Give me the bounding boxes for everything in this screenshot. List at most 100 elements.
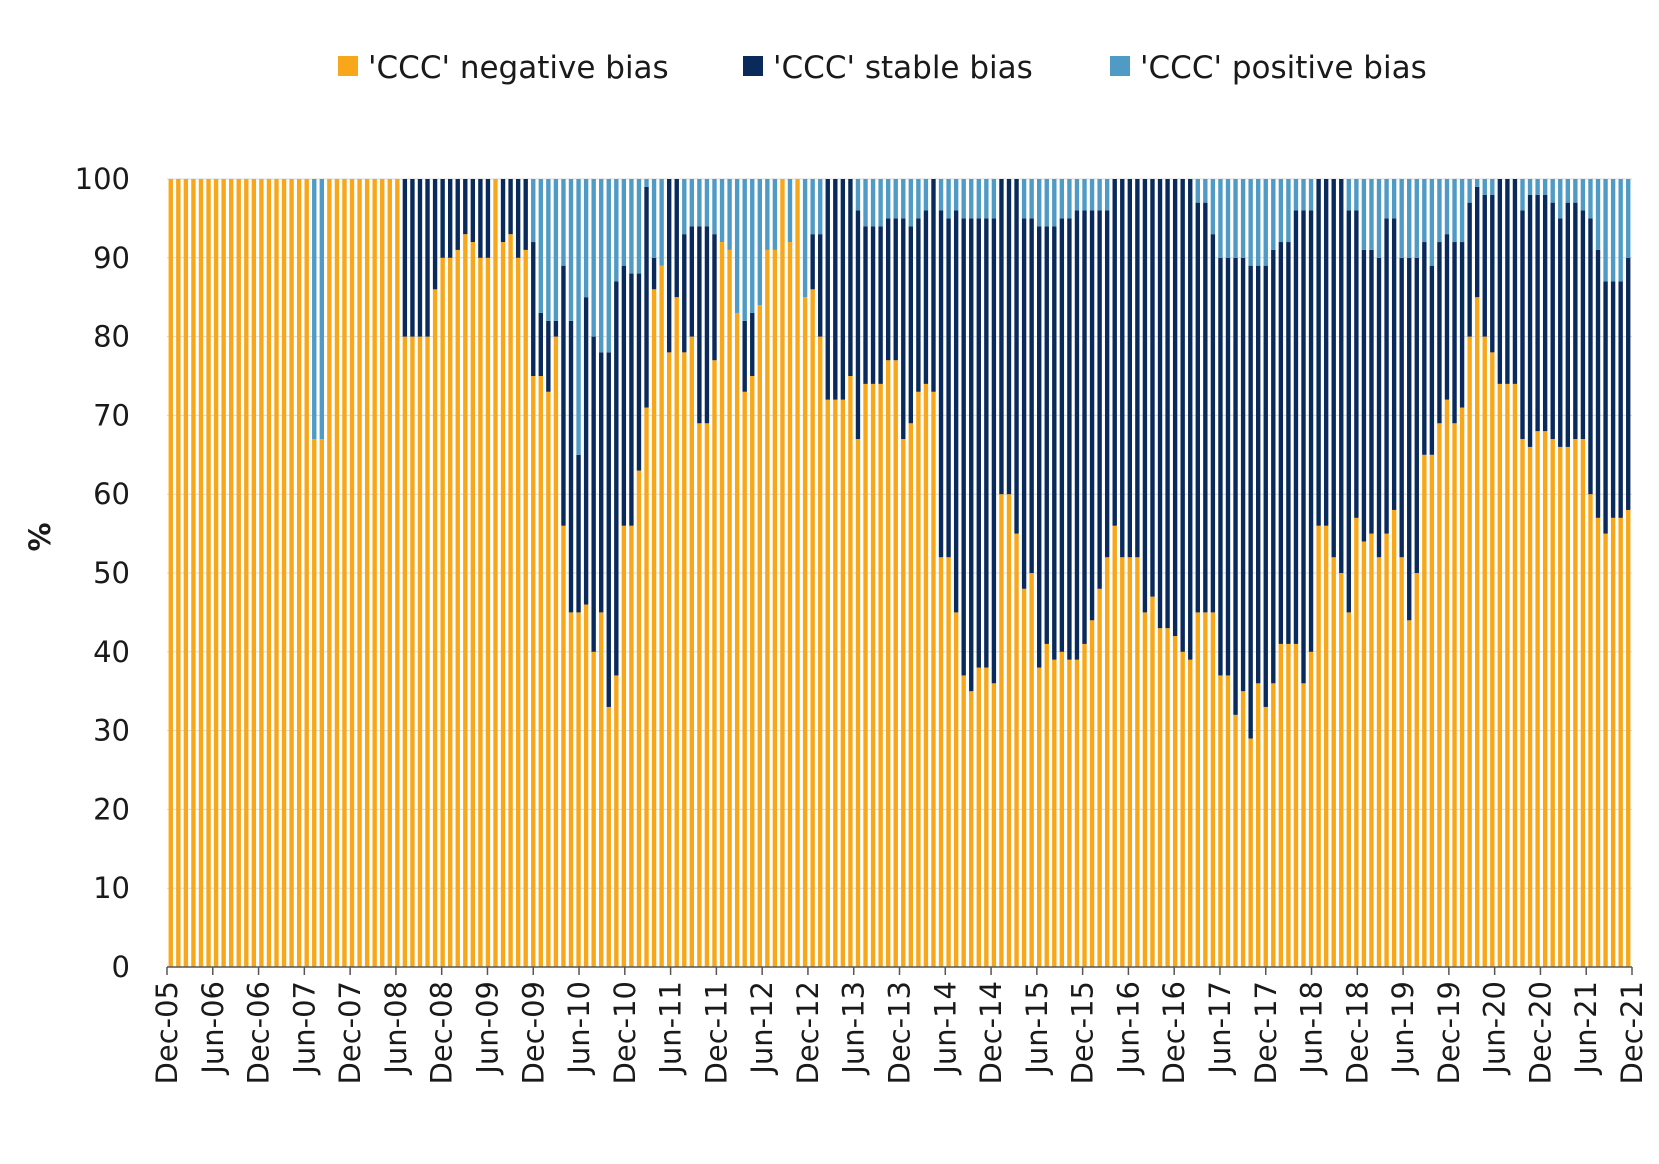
bar-0-53 — [568, 612, 574, 967]
bar-2-121 — [1082, 179, 1087, 211]
bar-0-21 — [327, 179, 332, 967]
bar-0-39 — [463, 234, 468, 967]
bar-2-80 — [772, 179, 778, 250]
bar-0-38 — [455, 249, 460, 968]
bar-1-125 — [1112, 179, 1117, 526]
y-axis-label: % — [23, 522, 57, 551]
bar-1-62 — [636, 273, 642, 471]
bar-0-86 — [818, 336, 823, 968]
bar-1-184 — [1558, 218, 1563, 447]
bar-1-120 — [1074, 210, 1080, 660]
bar-0-154 — [1331, 557, 1336, 967]
bar-0-94 — [878, 383, 883, 967]
bar-1-40 — [470, 179, 476, 243]
bar-0-130 — [1150, 596, 1155, 967]
bar-1-113 — [1021, 218, 1027, 589]
bar-0-117 — [1052, 659, 1057, 967]
bar-0-82 — [787, 242, 793, 968]
bar-1-36 — [440, 179, 445, 258]
bar-2-149 — [1293, 179, 1299, 211]
bar-2-65 — [659, 179, 664, 266]
bar-1-98 — [908, 226, 914, 424]
bar-0-3 — [191, 179, 196, 967]
bar-0-51 — [553, 336, 559, 968]
bar-1-133 — [1172, 179, 1178, 637]
bar-2-77 — [750, 179, 755, 313]
bar-0-61 — [629, 525, 634, 967]
bar-2-179 — [1520, 179, 1525, 211]
bar-1-137 — [1203, 202, 1208, 613]
bar-0-160 — [1376, 557, 1382, 967]
bar-1-164 — [1407, 257, 1412, 621]
bar-2-182 — [1542, 179, 1548, 195]
bar-0-134 — [1180, 651, 1185, 967]
bar-1-155 — [1339, 179, 1344, 573]
bar-0-99 — [916, 391, 921, 967]
bar-0-147 — [1278, 643, 1284, 967]
bar-0-69 — [689, 336, 695, 968]
bar-2-114 — [1029, 179, 1034, 219]
x-tick-label-10: Dec-10 — [608, 981, 642, 1084]
bar-1-165 — [1414, 257, 1419, 573]
bar-1-57 — [599, 352, 604, 613]
bar-1-127 — [1127, 179, 1133, 558]
bar-1-136 — [1195, 202, 1200, 613]
bar-0-174 — [1482, 336, 1487, 968]
bar-2-138 — [1210, 179, 1216, 235]
bar-1-122 — [1089, 210, 1095, 621]
bar-0-193 — [1626, 509, 1631, 967]
x-tick-label-20: Dec-15 — [1066, 981, 1100, 1084]
bar-0-43 — [493, 179, 498, 967]
bar-0-131 — [1157, 628, 1163, 967]
bar-0-108 — [984, 667, 989, 967]
bar-2-166 — [1422, 179, 1427, 243]
bar-1-124 — [1104, 210, 1110, 558]
bar-1-59 — [614, 281, 619, 676]
bar-1-163 — [1399, 257, 1404, 558]
bar-0-65 — [659, 265, 664, 967]
bar-2-142 — [1240, 179, 1246, 258]
bar-0-2 — [183, 179, 189, 967]
bar-2-72 — [712, 179, 717, 235]
bar-2-171 — [1459, 179, 1465, 243]
bar-1-90 — [848, 179, 853, 376]
bar-0-189 — [1595, 517, 1601, 967]
bar-1-139 — [1218, 257, 1223, 676]
bar-0-17 — [296, 179, 302, 967]
bar-2-113 — [1021, 179, 1027, 219]
bar-1-153 — [1323, 179, 1329, 526]
bar-0-36 — [440, 257, 445, 967]
bar-0-163 — [1399, 557, 1404, 967]
bar-1-144 — [1256, 265, 1261, 684]
bar-1-105 — [961, 218, 966, 676]
bar-0-88 — [833, 399, 838, 967]
bar-2-161 — [1384, 179, 1389, 219]
bar-0-139 — [1218, 675, 1223, 967]
y-tick-label-9: 90 — [93, 241, 130, 275]
bar-2-168 — [1437, 179, 1442, 243]
bar-1-188 — [1588, 218, 1593, 495]
bar-1-191 — [1610, 281, 1616, 518]
bar-0-42 — [485, 257, 491, 967]
bar-0-87 — [825, 399, 830, 967]
legend-swatch-0 — [338, 56, 358, 76]
bar-2-60 — [621, 179, 627, 266]
bar-0-102 — [938, 557, 944, 967]
bar-1-107 — [976, 218, 981, 668]
bar-1-54 — [576, 454, 581, 613]
bar-1-102 — [938, 210, 944, 558]
bar-0-41 — [478, 257, 483, 967]
bar-0-168 — [1437, 423, 1442, 967]
bar-2-109 — [991, 179, 997, 219]
bar-0-74 — [727, 249, 732, 968]
bar-2-58 — [606, 179, 611, 353]
bar-0-81 — [780, 179, 785, 967]
bar-1-134 — [1180, 179, 1185, 652]
bar-1-94 — [878, 226, 883, 384]
bar-1-114 — [1029, 218, 1034, 573]
bar-0-173 — [1475, 297, 1480, 967]
bar-2-63 — [644, 179, 649, 187]
bar-0-104 — [953, 612, 959, 967]
bar-2-147 — [1278, 179, 1284, 243]
bar-1-172 — [1467, 202, 1472, 337]
